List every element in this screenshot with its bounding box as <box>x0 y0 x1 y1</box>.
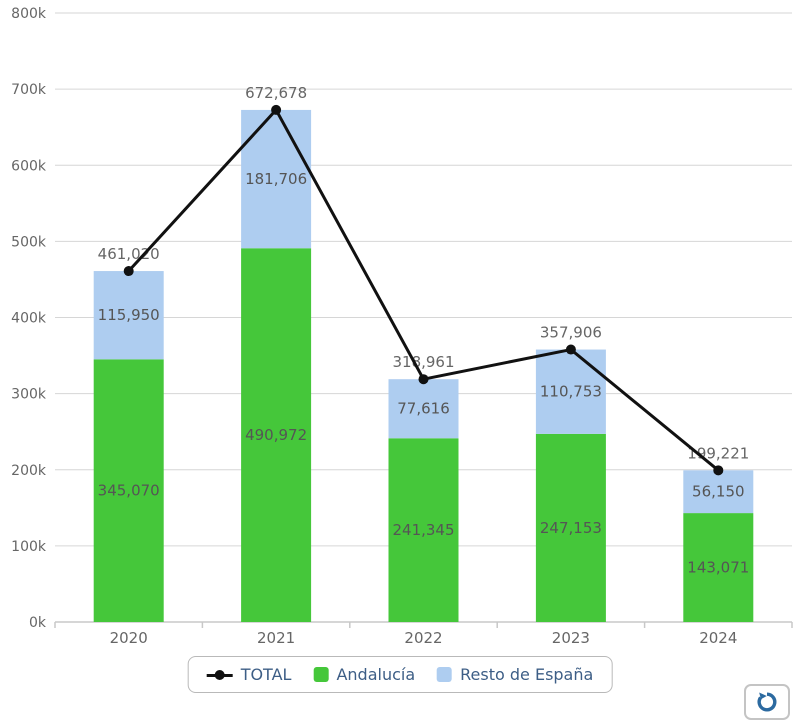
y-axis-label-500k: 500k <box>11 234 47 250</box>
x-axis-label-2024: 2024 <box>699 629 737 647</box>
y-axis-label-800k: 800k <box>11 6 47 22</box>
bar-resto-2024[interactable] <box>683 470 754 514</box>
y-axis-label-600k: 600k <box>11 158 47 174</box>
stacked-bar-line-chart: 0k 100k 200k 300k 400k 500k 600k 700k 800k 345,07… <box>11 6 793 647</box>
y-axis-label-700k: 700k <box>11 82 47 98</box>
legend-label-resto: Resto de España <box>460 665 594 684</box>
data-label-andalucia-2024: 143,071 <box>687 559 749 577</box>
y-axis-label-400k: 400k <box>11 311 47 327</box>
x-axis-label-2021: 2021 <box>257 629 295 647</box>
data-label-andalucia-2021: 490,972 <box>245 426 307 444</box>
data-label-resto-2024: 56,150 <box>692 483 745 501</box>
bar-andalucia-2023[interactable] <box>535 433 606 622</box>
x-axis-label-2020: 2020 <box>110 629 148 647</box>
y-axis-label-100k: 100k <box>11 539 47 555</box>
total-label-2021: 672,678 <box>245 84 307 102</box>
bar-andalucia-2020[interactable] <box>93 359 164 622</box>
data-label-andalucia-2022: 241,345 <box>392 521 454 539</box>
legend-item-total[interactable]: TOTAL <box>206 665 292 684</box>
y-axis-label-200k: 200k <box>11 463 47 479</box>
bar-resto-2020[interactable] <box>93 271 164 360</box>
x-axis-label-2022: 2022 <box>404 629 442 647</box>
bar-andalucia-2022[interactable] <box>388 438 459 622</box>
chart-legend: TOTAL Andalucía Resto de España <box>187 656 613 693</box>
bar-resto-2023[interactable] <box>535 349 606 434</box>
legend-item-andalucia[interactable]: Andalucía <box>313 665 415 684</box>
legend-label-andalucia: Andalucía <box>336 665 416 684</box>
bar-andalucia-2021[interactable] <box>241 248 312 622</box>
refresh-button[interactable] <box>744 684 790 720</box>
total-label-2022: 318,961 <box>392 353 454 371</box>
refresh-icon <box>757 692 777 712</box>
total-marker-2024[interactable] <box>713 465 724 476</box>
x-axis-label-2023: 2023 <box>552 629 590 647</box>
data-label-resto-2023: 110,753 <box>540 383 602 401</box>
data-label-resto-2020: 115,950 <box>98 306 160 324</box>
andalucia-swatch-icon <box>313 667 329 682</box>
bar-resto-2022[interactable] <box>388 379 459 439</box>
legend-item-resto[interactable]: Resto de España <box>437 665 593 684</box>
total-marker-2022[interactable] <box>418 374 429 385</box>
legend-label-total: TOTAL <box>240 665 292 684</box>
chart-container: 0k 100k 200k 300k 400k 500k 600k 700k 800k 345,07… <box>11 6 793 720</box>
total-label-2020: 461,020 <box>98 245 160 263</box>
bar-andalucia-2024[interactable] <box>683 513 754 622</box>
data-label-andalucia-2023: 247,153 <box>540 519 602 537</box>
total-line-marker-icon <box>206 669 233 680</box>
data-label-resto-2022: 77,616 <box>397 400 450 418</box>
resto-swatch-icon <box>437 667 453 682</box>
y-axis-label-0k: 0k <box>29 615 47 631</box>
total-label-2023: 357,906 <box>540 324 602 342</box>
total-marker-2021[interactable] <box>271 104 282 115</box>
bar-resto-2021[interactable] <box>241 109 312 249</box>
data-label-andalucia-2020: 345,070 <box>98 482 160 500</box>
total-marker-2020[interactable] <box>123 266 134 277</box>
total-marker-2023[interactable] <box>565 344 576 355</box>
data-label-resto-2021: 181,706 <box>245 170 307 188</box>
y-axis-label-300k: 300k <box>11 387 47 403</box>
